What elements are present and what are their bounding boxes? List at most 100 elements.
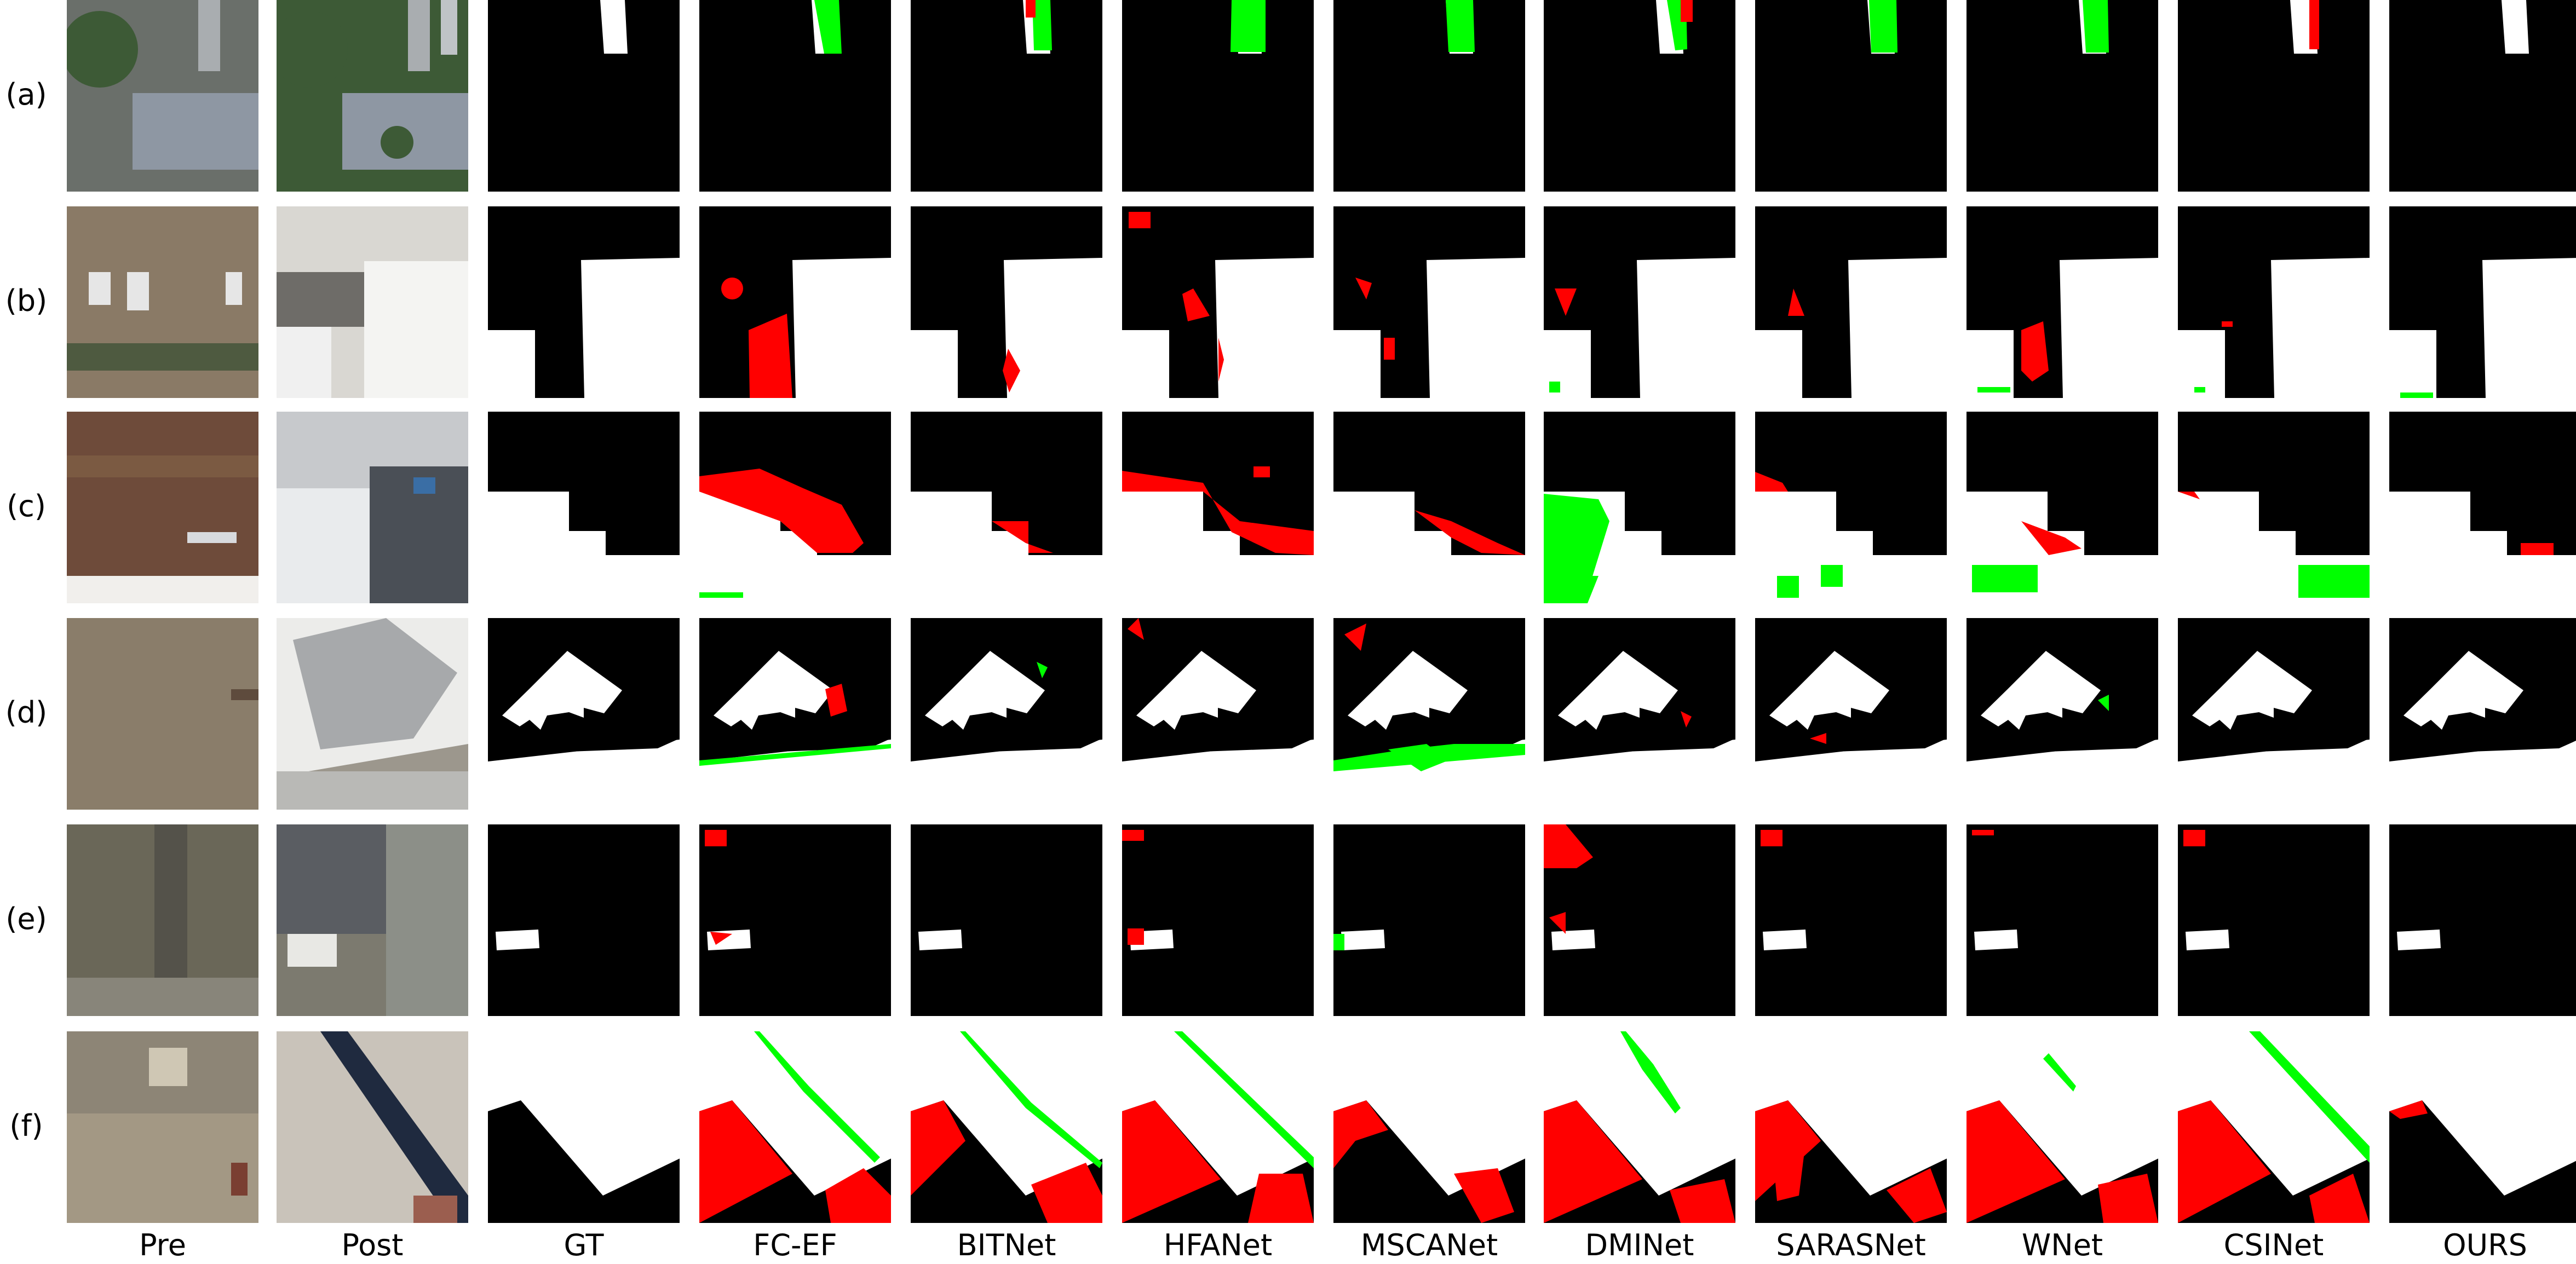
mscanet-map-e (1333, 824, 1525, 1016)
map-svg (2389, 1031, 2576, 1223)
map-svg (67, 0, 258, 192)
ours-map-e (2389, 824, 2576, 1016)
column-label: BITNet (957, 1228, 1056, 1262)
map-svg (1122, 412, 1314, 603)
mscanet-map-f (1333, 1031, 1525, 1223)
map-svg (911, 824, 1102, 1016)
map-svg (1333, 206, 1525, 398)
map-svg (1544, 206, 1735, 398)
map-svg (1544, 824, 1735, 1016)
bitnet-map-b (911, 206, 1102, 398)
row-label: (c) (7, 489, 46, 523)
csinet-map-e (2178, 824, 2370, 1016)
wnet-map-f (1967, 1031, 2158, 1223)
map-svg (699, 0, 891, 192)
map-svg (2178, 618, 2370, 810)
fc-ef-map-e (699, 824, 891, 1016)
gt-map-a (488, 0, 680, 192)
map-svg (488, 0, 680, 192)
mscanet-map-a (1333, 0, 1525, 192)
hfanet-map-a (1122, 0, 1314, 192)
dminet-map-e (1544, 824, 1735, 1016)
column-label: CSINet (2223, 1228, 2324, 1262)
column-label: OURS (2443, 1228, 2527, 1262)
row-label: (d) (5, 695, 48, 730)
column-label: WNet (2021, 1228, 2103, 1262)
map-svg (1755, 412, 1947, 603)
row-label: (a) (5, 77, 47, 112)
mscanet-map-b (1333, 206, 1525, 398)
post-image-a (277, 0, 468, 192)
ours-map-a (2389, 0, 2576, 192)
sarasnet-map-e (1755, 824, 1947, 1016)
map-svg (277, 412, 468, 603)
map-svg (1755, 1031, 1947, 1223)
map-svg (2389, 412, 2576, 603)
dminet-map-c (1544, 412, 1735, 603)
map-svg (1544, 0, 1735, 192)
gt-map-b (488, 206, 680, 398)
map-svg (1544, 412, 1735, 603)
bitnet-map-d (911, 618, 1102, 810)
map-svg (277, 824, 468, 1016)
map-svg (699, 824, 891, 1016)
map-svg (1544, 618, 1735, 810)
fc-ef-map-b (699, 206, 891, 398)
map-svg (911, 1031, 1102, 1223)
map-svg (1122, 0, 1314, 192)
map-svg (67, 412, 258, 603)
column-label: DMINet (1585, 1228, 1694, 1262)
map-svg (1122, 206, 1314, 398)
hfanet-map-d (1122, 618, 1314, 810)
sarasnet-map-a (1755, 0, 1947, 192)
post-image-d (277, 618, 468, 810)
map-svg (277, 206, 468, 398)
map-svg (1755, 824, 1947, 1016)
map-svg (2178, 1031, 2370, 1223)
bitnet-map-a (911, 0, 1102, 192)
wnet-map-e (1967, 824, 2158, 1016)
map-svg (1333, 1031, 1525, 1223)
gt-map-d (488, 618, 680, 810)
map-svg (911, 618, 1102, 810)
pre-image-a (67, 0, 258, 192)
csinet-map-d (2178, 618, 2370, 810)
sarasnet-map-d (1755, 618, 1947, 810)
dminet-map-b (1544, 206, 1735, 398)
dminet-map-a (1544, 0, 1735, 192)
post-image-b (277, 206, 468, 398)
map-svg (1967, 618, 2158, 810)
column-label: Post (341, 1228, 404, 1262)
map-svg (67, 618, 258, 810)
bitnet-map-f (911, 1031, 1102, 1223)
map-svg (1333, 0, 1525, 192)
column-label: HFANet (1163, 1228, 1273, 1262)
map-svg (67, 206, 258, 398)
fc-ef-map-d (699, 618, 891, 810)
map-svg (488, 824, 680, 1016)
pre-image-c (67, 412, 258, 603)
map-svg (488, 618, 680, 810)
map-svg (1333, 618, 1525, 810)
gt-map-e (488, 824, 680, 1016)
sarasnet-map-b (1755, 206, 1947, 398)
map-svg (1122, 824, 1314, 1016)
fc-ef-map-f (699, 1031, 891, 1223)
map-svg (488, 412, 680, 603)
map-svg (2389, 0, 2576, 192)
map-svg (2178, 206, 2370, 398)
map-svg (2389, 618, 2576, 810)
map-svg (1544, 1031, 1735, 1223)
row-label: (e) (5, 902, 47, 936)
sarasnet-map-c (1755, 412, 1947, 603)
mscanet-map-c (1333, 412, 1525, 603)
map-svg (1967, 0, 2158, 192)
column-label: MSCANet (1360, 1228, 1498, 1262)
csinet-map-b (2178, 206, 2370, 398)
post-image-c (277, 412, 468, 603)
map-svg (277, 618, 468, 810)
map-svg (699, 206, 891, 398)
map-svg (699, 412, 891, 603)
map-svg (488, 206, 680, 398)
map-svg (67, 1031, 258, 1223)
